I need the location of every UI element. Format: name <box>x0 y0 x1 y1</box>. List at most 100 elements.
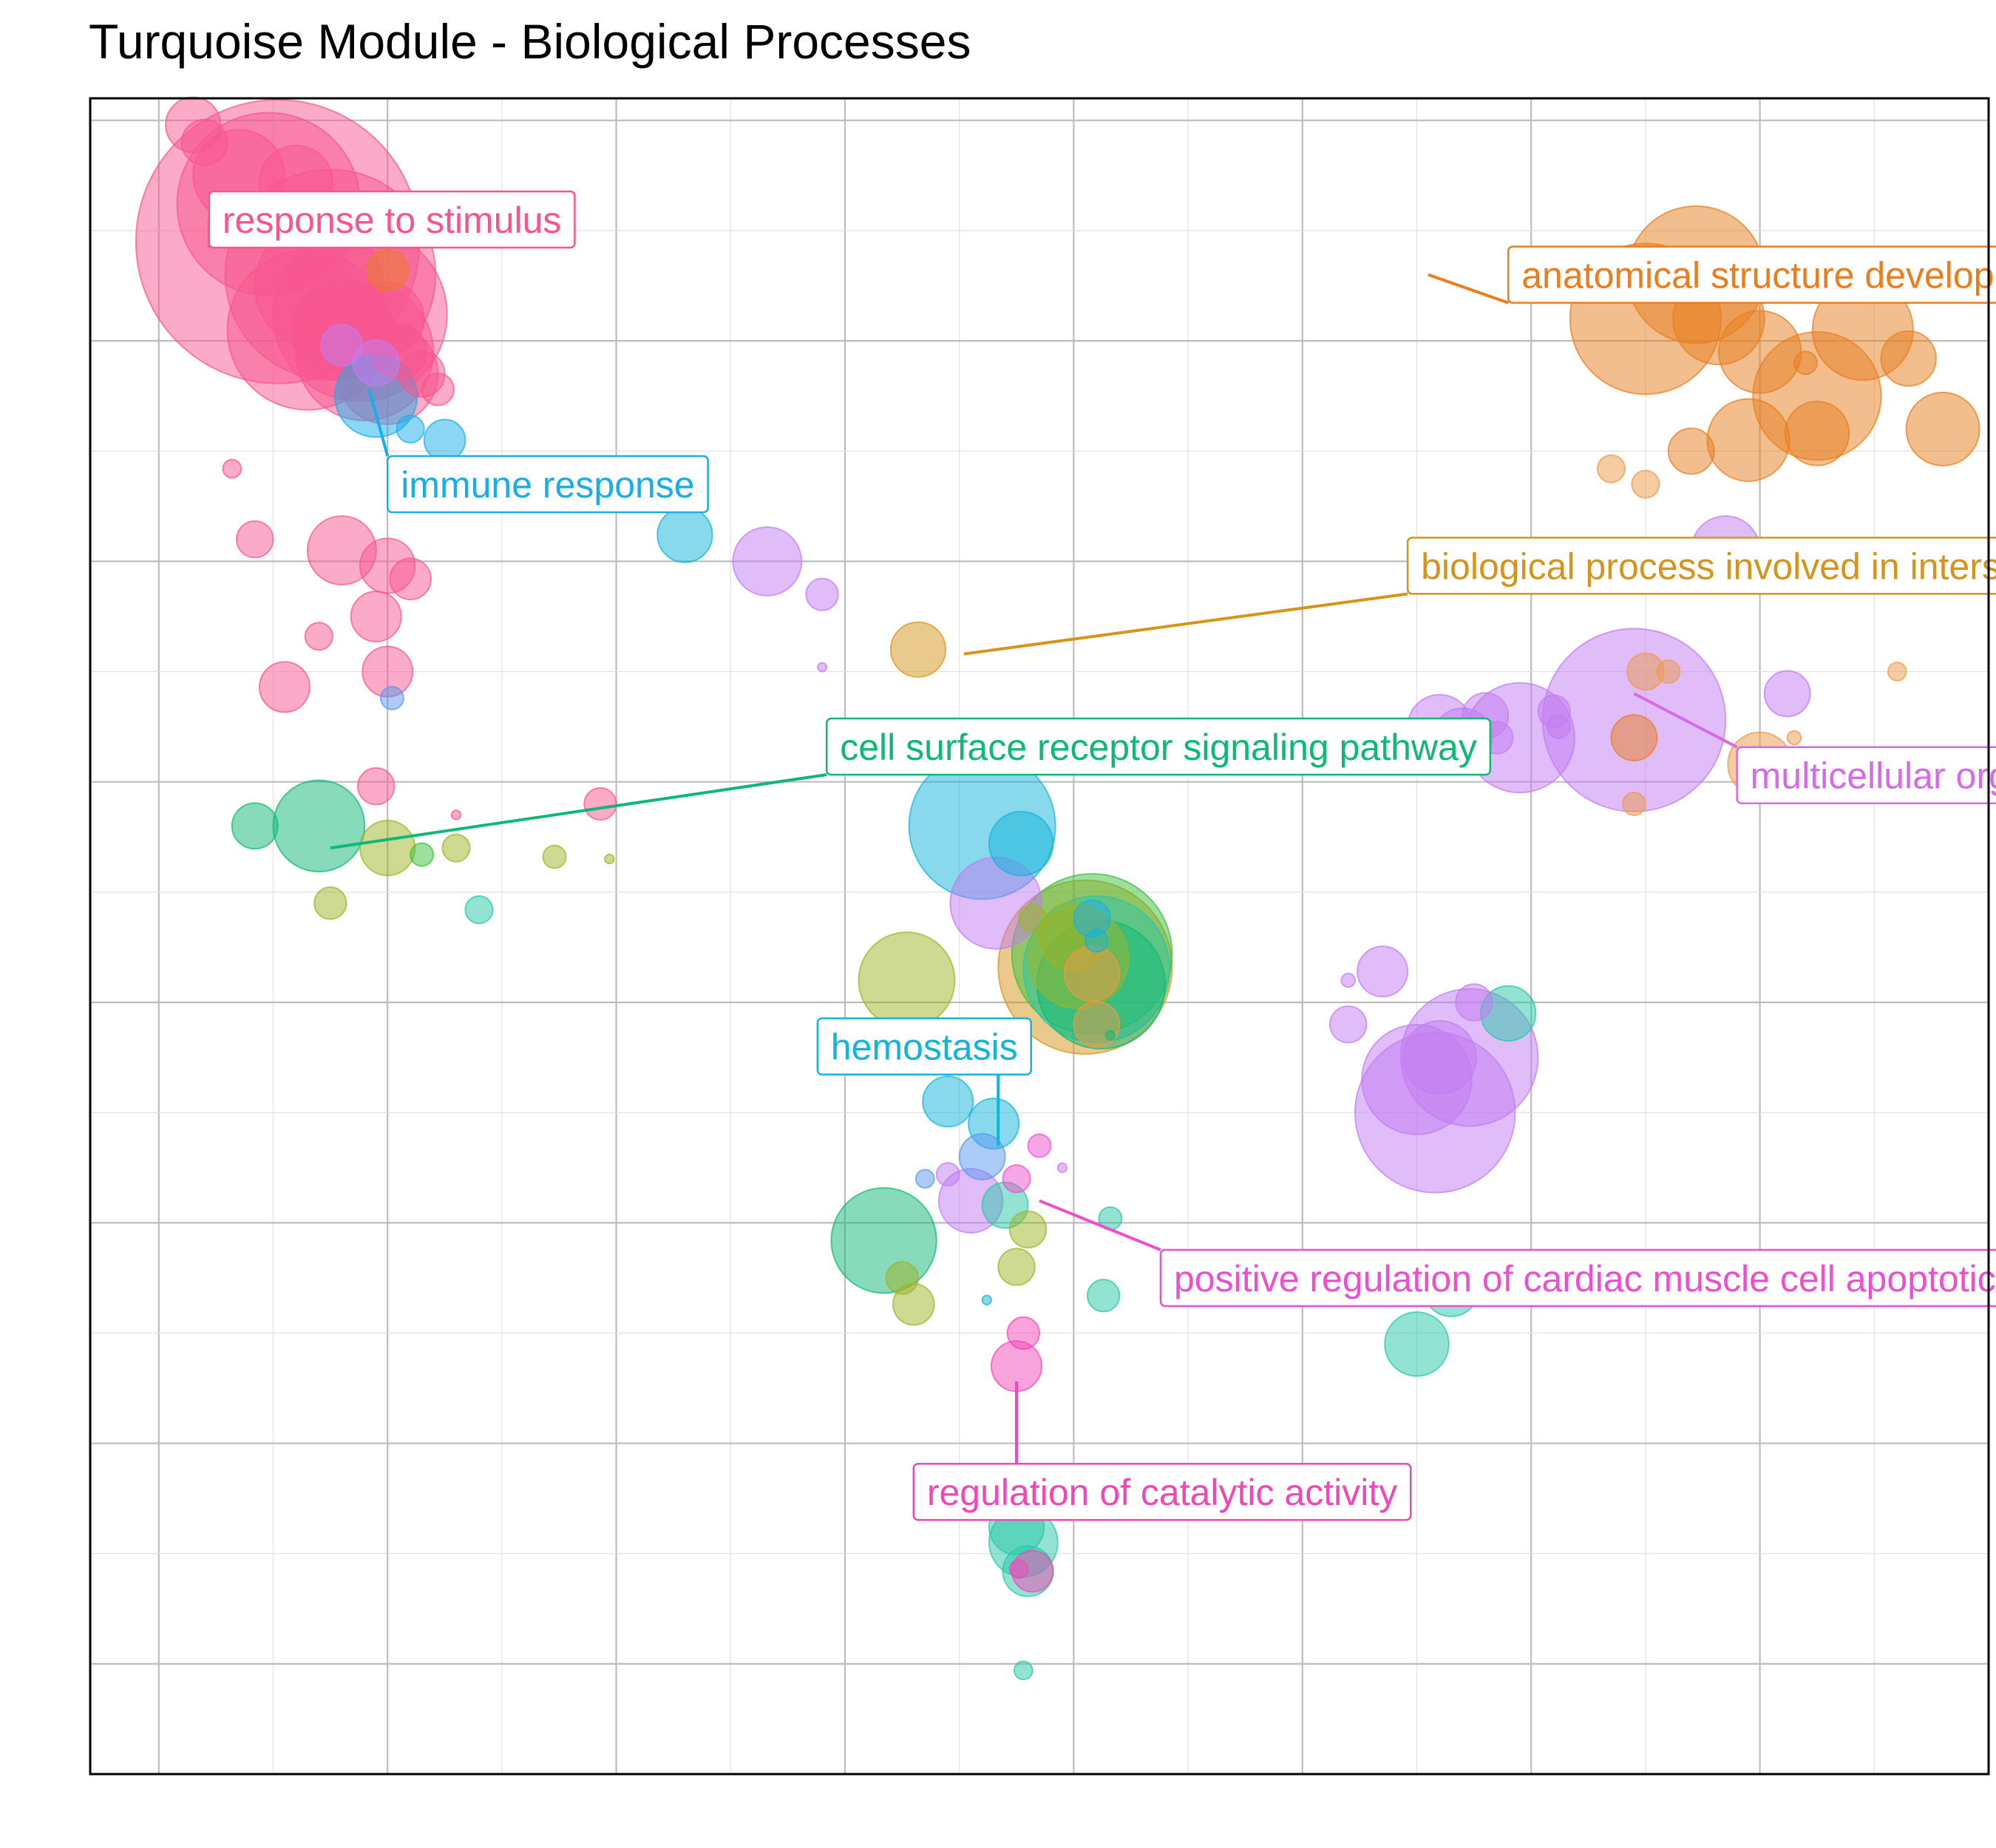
data-point <box>313 886 347 920</box>
data-point <box>180 118 228 166</box>
data-point <box>396 414 425 444</box>
term-label-box <box>1406 537 1996 595</box>
data-point <box>320 324 364 367</box>
data-point <box>981 1294 993 1305</box>
data-point <box>914 1169 935 1189</box>
data-point <box>1786 730 1802 746</box>
data-point <box>1340 972 1356 988</box>
data-point <box>922 1076 974 1128</box>
data-point <box>441 833 471 863</box>
data-point <box>1018 904 1048 934</box>
data-point <box>1546 714 1571 739</box>
data-point <box>1887 662 1907 682</box>
data-point <box>935 1162 960 1187</box>
data-point <box>1027 1133 1052 1158</box>
data-point <box>464 895 494 925</box>
data-point <box>1064 945 1121 1002</box>
data-point <box>830 1186 937 1294</box>
data-point <box>1402 1020 1477 1095</box>
data-point <box>1610 714 1658 761</box>
term-label-box <box>816 1017 1033 1076</box>
data-point <box>885 1261 920 1295</box>
data-point <box>1008 1210 1048 1249</box>
data-point <box>236 520 274 559</box>
data-point <box>1596 454 1626 483</box>
data-point <box>583 787 617 821</box>
data-point <box>379 685 404 710</box>
term-label-text: immune response <box>401 464 694 506</box>
data-point <box>1006 1316 1040 1351</box>
data-point <box>858 931 956 1030</box>
plot-panel-border <box>89 97 1990 1776</box>
data-point <box>1328 1005 1368 1044</box>
term-label-text: anatomical structure development <box>1521 255 1996 296</box>
term-label: regulation of catalytic activity <box>912 1382 1412 1521</box>
term-label-box <box>386 455 709 514</box>
term-label-text: multicellular organismal process <box>1751 755 1996 797</box>
term-label-box <box>912 1462 1412 1521</box>
data-point <box>988 810 1054 877</box>
chart-title: Turquoise Module - Biological Processes <box>89 14 971 69</box>
data-point <box>1002 1164 1031 1194</box>
term-label: positive regulation of cardiac muscle ce… <box>1039 1199 1996 1308</box>
data-point <box>1013 1660 1033 1681</box>
data-point <box>805 577 839 611</box>
leader-line <box>1633 692 1738 749</box>
data-point <box>450 809 462 821</box>
data-point <box>542 844 567 869</box>
data-point <box>359 820 416 877</box>
data-point <box>604 853 615 865</box>
term-label-text: biological process involved in interspec… <box>1421 546 1996 587</box>
leader-line <box>330 772 827 850</box>
data-point <box>817 662 828 673</box>
term-labels: response to stimulus immune response anato… <box>207 190 1996 1521</box>
term-label: multicellular organismal process <box>1633 692 1996 804</box>
data-point <box>1717 310 1802 394</box>
data-points <box>135 96 1980 1681</box>
data-point <box>304 622 333 651</box>
data-point <box>1793 350 1818 376</box>
data-point <box>366 248 410 292</box>
data-point <box>1086 1279 1121 1313</box>
data-point <box>732 526 803 597</box>
term-label-box <box>208 190 576 249</box>
leader-line <box>1039 1199 1161 1251</box>
data-point <box>350 590 402 643</box>
term-label: biological process involved in interspec… <box>963 537 1996 656</box>
data-point <box>272 779 366 873</box>
data-point <box>1621 792 1646 816</box>
data-point <box>1656 659 1681 684</box>
data-point <box>1357 945 1409 998</box>
leader-line <box>367 389 390 457</box>
term-label: hemostasis <box>816 1017 1033 1146</box>
data-point <box>1056 1162 1068 1173</box>
data-point <box>389 557 432 601</box>
data-point <box>958 1132 1006 1181</box>
data-point <box>1084 928 1109 953</box>
data-point <box>1384 1311 1450 1377</box>
data-point <box>1104 1030 1116 1041</box>
data-point <box>1880 330 1937 387</box>
term-label: immune response <box>367 389 709 514</box>
term-label-box <box>826 717 1492 776</box>
data-point <box>356 767 396 806</box>
term-label-text: response to stimulus <box>223 200 562 241</box>
data-point <box>1763 670 1811 718</box>
data-point <box>1631 469 1660 499</box>
data-point <box>231 802 279 850</box>
term-label-box <box>1736 746 1996 804</box>
data-point <box>421 373 455 407</box>
term-label: cell surface receptor signaling pathway <box>330 717 1492 850</box>
term-label-text: hemostasis <box>831 1027 1018 1068</box>
term-label: response to stimulus <box>207 190 576 249</box>
term-label-text: cell surface receptor signaling pathway <box>840 727 1477 768</box>
data-point <box>1905 391 1980 466</box>
term-label: anatomical structure development <box>1428 245 1996 305</box>
data-point <box>656 506 713 563</box>
data-point <box>1784 401 1850 466</box>
data-point <box>1706 398 1790 483</box>
data-point <box>222 458 242 479</box>
leader-line <box>963 592 1408 656</box>
term-label-text: positive regulation of cardiac muscle ce… <box>1174 1258 1996 1300</box>
